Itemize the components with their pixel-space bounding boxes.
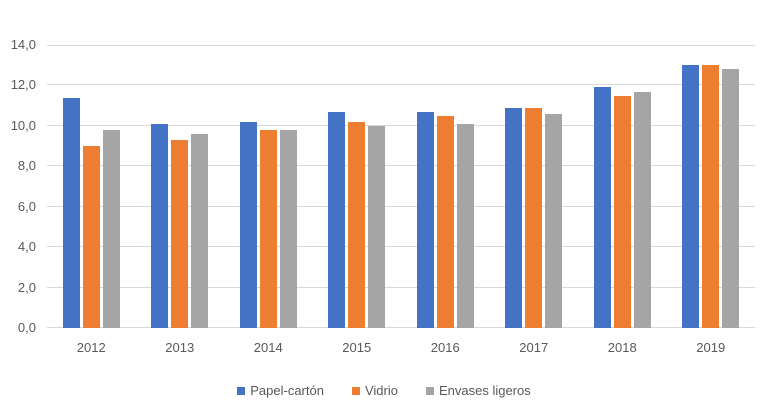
bar-group-2015 <box>328 45 386 328</box>
bar-vidrio-2013 <box>171 140 189 328</box>
bar-group-2018 <box>593 45 651 328</box>
bar-vidrio-2016 <box>436 115 454 328</box>
bar-papel-carton-2012 <box>62 97 80 328</box>
bar-papel-carton-2018 <box>593 87 611 328</box>
bar-group-2014 <box>239 45 297 328</box>
x-tick-label-2016: 2016 <box>430 340 460 355</box>
x-tick-label-2017: 2017 <box>519 340 549 355</box>
bar-envases-ligeros-2012 <box>102 129 120 328</box>
gridline-8 <box>47 165 755 167</box>
plot-area <box>47 45 755 328</box>
legend: Papel-cartón Vidrio Envases ligeros <box>0 383 768 398</box>
x-tick-label-2013: 2013 <box>165 340 195 355</box>
legend-item-vidrio: Vidrio <box>351 383 398 398</box>
bar-group-2012 <box>62 45 120 328</box>
y-tick-label: 12,0 <box>10 77 36 93</box>
y-tick-label: 14,0 <box>10 37 36 52</box>
bar-envases-ligeros-2017 <box>545 113 563 328</box>
legend-swatch-icon <box>425 386 434 395</box>
gridline-2 <box>47 286 755 288</box>
x-tick-label-2014: 2014 <box>253 340 283 355</box>
bar-group-2017 <box>505 45 563 328</box>
y-tick-label: 6,0 <box>17 198 36 214</box>
x-tick-label-2015: 2015 <box>342 340 372 355</box>
bar-vidrio-2019 <box>702 65 720 328</box>
legend-swatch-icon <box>237 386 246 395</box>
bar-papel-carton-2013 <box>151 123 169 328</box>
y-tick-label: 2,0 <box>17 279 36 295</box>
x-axis-labels: 2012 2013 2014 2015 2016 2017 2018 2019 <box>47 340 755 355</box>
bar-vidrio-2018 <box>613 95 631 328</box>
bar-envases-ligeros-2014 <box>279 129 297 328</box>
legend-item-envases-ligeros: Envases ligeros <box>425 383 531 398</box>
y-tick-label: 10,0 <box>10 117 36 133</box>
bar-vidrio-2014 <box>259 129 277 328</box>
bar-envases-ligeros-2019 <box>722 69 740 328</box>
bar-papel-carton-2017 <box>505 107 523 328</box>
bar-envases-ligeros-2015 <box>368 125 386 328</box>
legend-label: Papel-cartón <box>250 383 324 398</box>
bar-envases-ligeros-2013 <box>191 133 209 328</box>
bar-envases-ligeros-2016 <box>456 123 474 328</box>
gridline-10 <box>47 124 755 126</box>
bar-envases-ligeros-2018 <box>633 91 651 328</box>
legend-label: Vidrio <box>364 383 398 398</box>
y-axis-labels: 0,0 2,0 4,0 6,0 8,0 10,0 12,0 14,0 <box>0 37 36 335</box>
gridline-6 <box>47 205 755 207</box>
gridline-14 <box>47 45 755 46</box>
bar-group-2013 <box>151 45 209 328</box>
legend-label: Envases ligeros <box>438 383 531 398</box>
bar-vidrio-2015 <box>348 121 366 328</box>
bar-group-2016 <box>416 45 474 328</box>
gridline-12 <box>47 84 755 86</box>
legend-item-papel-carton: Papel-cartón <box>237 383 324 398</box>
bar-papel-carton-2016 <box>416 111 434 328</box>
bar-papel-carton-2015 <box>328 111 346 328</box>
gridline-0 <box>47 327 755 328</box>
bars-row <box>47 45 755 328</box>
gridline-4 <box>47 246 755 248</box>
bar-vidrio-2012 <box>82 146 100 328</box>
bar-papel-carton-2014 <box>239 121 257 328</box>
x-tick-label-2012: 2012 <box>76 340 106 355</box>
bar-papel-carton-2019 <box>682 65 700 328</box>
x-tick-label-2019: 2019 <box>696 340 726 355</box>
y-tick-label: 4,0 <box>17 239 36 255</box>
x-tick-label-2018: 2018 <box>607 340 637 355</box>
bar-vidrio-2017 <box>525 107 543 328</box>
y-tick-label: 8,0 <box>17 158 36 174</box>
legend-swatch-icon <box>351 386 360 395</box>
bar-group-2019 <box>682 45 740 328</box>
y-tick-label: 0,0 <box>17 320 36 335</box>
